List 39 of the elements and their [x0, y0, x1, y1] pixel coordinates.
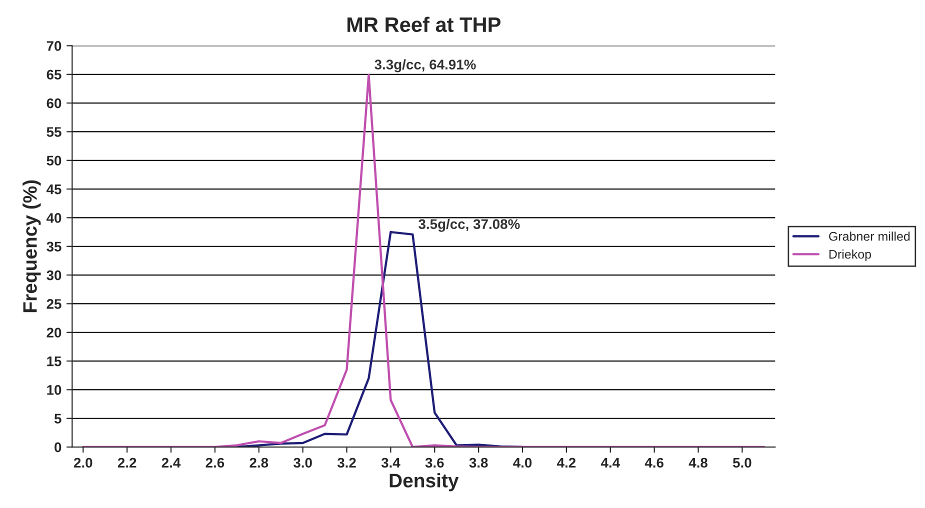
legend-label: Driekop: [829, 250, 871, 262]
legend-label: Grabner milled: [829, 232, 910, 241]
x-tick-label: 4.6: [644, 458, 664, 468]
y-tick-label: 45: [46, 184, 62, 194]
x-tick-label: 3.6: [425, 458, 444, 468]
x-tick-label: 4.4: [600, 458, 620, 468]
y-tick-label: 0: [54, 442, 62, 452]
x-tick-label: 4.0: [513, 458, 532, 468]
y-tick-label: 50: [46, 156, 62, 166]
annotation: 3.3g/cc, 64.91%: [374, 59, 476, 72]
y-tick-label: 40: [46, 213, 62, 223]
x-tick-label: 3.8: [469, 458, 488, 468]
annotation: 3.5g/cc, 37.08%: [418, 218, 520, 232]
line-series: [82, 74, 766, 448]
y-tick-label: 65: [46, 70, 62, 80]
y-axis-title: Frequency (%): [22, 180, 41, 312]
y-tick-label: 55: [46, 127, 62, 137]
chart-title: MR Reef at THP: [347, 16, 500, 32]
x-tick-label: 2.4: [162, 458, 181, 468]
y-tick-label: 15: [47, 356, 62, 366]
x-tick-label: 3.2: [337, 458, 356, 468]
x-tick-label: 2.6: [206, 458, 224, 468]
y-tick-label: 5: [54, 414, 62, 424]
x-tick-label: 2.2: [118, 458, 136, 468]
y-tick-label: 30: [46, 270, 62, 280]
x-tick-label: 4.8: [688, 458, 708, 468]
y-tick-label: 70: [46, 41, 62, 51]
x-axis-title: Density: [390, 473, 459, 492]
x-tick-label: 3.4: [381, 458, 400, 468]
x-tick-label: 5.0: [732, 458, 752, 468]
x-tick-label: 2.0: [74, 458, 92, 468]
y-tick-label: 35: [46, 242, 62, 252]
y-tick-label: 25: [46, 299, 62, 309]
x-tick-label: 2.8: [250, 458, 268, 468]
x-tick-label: 3.0: [293, 458, 312, 468]
y-tick-label: 20: [46, 328, 62, 338]
y-tick-label: 10: [47, 385, 62, 395]
y-tick-label: 60: [46, 98, 62, 108]
x-tick-label: 4.2: [557, 458, 576, 468]
